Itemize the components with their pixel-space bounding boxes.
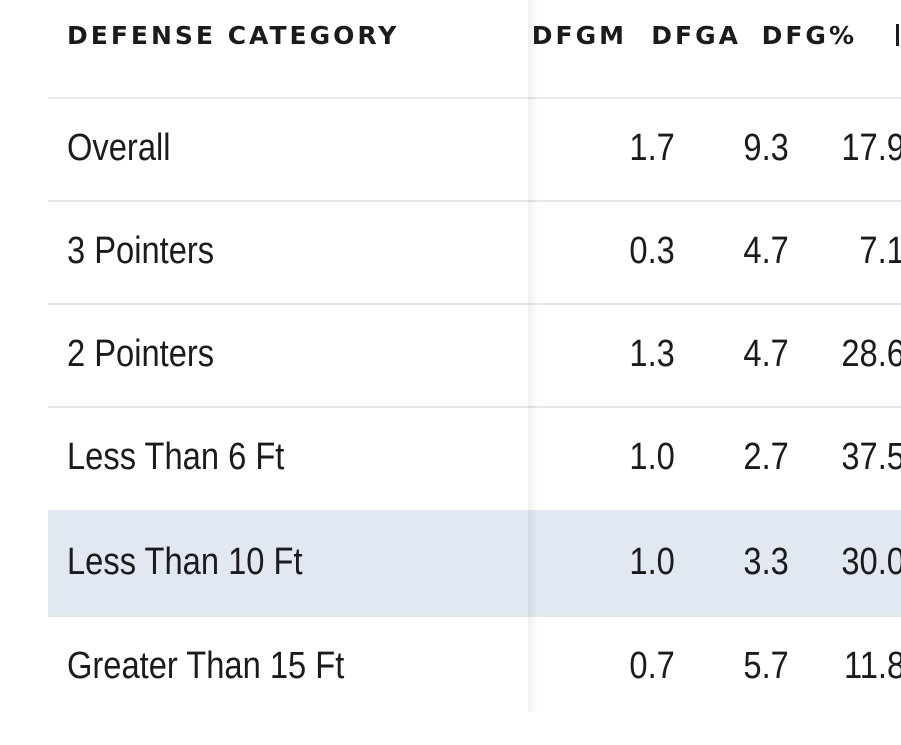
column-header-dfga[interactable]: DFGA (651, 21, 741, 50)
row-dfg-pct: 11.8 (843, 645, 901, 687)
row-dfg-pct: 30.0 (841, 541, 901, 583)
table-row[interactable]: 2 Pointers 1.3 4.7 28.6 (48, 303, 901, 406)
row-divider (48, 615, 901, 617)
row-dfg-pct: 28.6 (841, 333, 901, 375)
table-row[interactable]: Greater Than 15 Ft 0.7 5.7 11.8 (48, 615, 901, 718)
row-dfgm: 0.3 (629, 230, 675, 272)
table-row[interactable]: Less Than 6 Ft 1.0 2.7 37.5 (48, 406, 901, 509)
row-category: Greater Than 15 Ft (67, 645, 345, 687)
table-header: DEFENSE CATEGORY DFGM DFGA DFG% (0, 0, 901, 98)
row-divider (48, 200, 901, 202)
row-dfg-pct: 37.5 (841, 436, 901, 478)
column-header-clipped-next (896, 24, 899, 46)
row-dfga: 4.7 (743, 333, 789, 375)
row-dfga: 2.7 (743, 436, 789, 478)
row-dfgm: 1.0 (629, 541, 675, 583)
row-dfga: 9.3 (743, 127, 789, 169)
row-divider (48, 406, 901, 408)
row-dfg-pct: 17.9 (841, 127, 901, 169)
row-category: Less Than 10 Ft (67, 541, 303, 583)
row-category: 3 Pointers (67, 230, 215, 272)
row-dfga: 3.3 (743, 541, 789, 583)
row-dfg-pct: 7.1 (859, 230, 901, 272)
table-row[interactable]: 3 Pointers 0.3 4.7 7.1 (48, 200, 901, 303)
row-dfga: 5.7 (743, 645, 789, 687)
table-row[interactable]: Overall 1.7 9.3 17.9 (48, 97, 901, 200)
column-header-dfgm[interactable]: DFGM (531, 21, 627, 50)
row-dfgm: 1.3 (629, 333, 675, 375)
column-header-dfg-pct[interactable]: DFG% (761, 21, 857, 50)
column-header-defense-category[interactable]: DEFENSE CATEGORY (67, 21, 400, 50)
row-category: Overall (67, 127, 171, 169)
table-row-highlighted[interactable]: Less Than 10 Ft 1.0 3.3 30.0 (48, 510, 901, 615)
row-category: Less Than 6 Ft (67, 436, 285, 478)
row-dfgm: 0.7 (629, 645, 675, 687)
row-divider (48, 97, 901, 99)
row-divider (48, 303, 901, 305)
row-dfga: 4.7 (743, 230, 789, 272)
row-dfgm: 1.0 (629, 436, 675, 478)
row-dfgm: 1.7 (629, 127, 675, 169)
row-category: 2 Pointers (67, 333, 215, 375)
